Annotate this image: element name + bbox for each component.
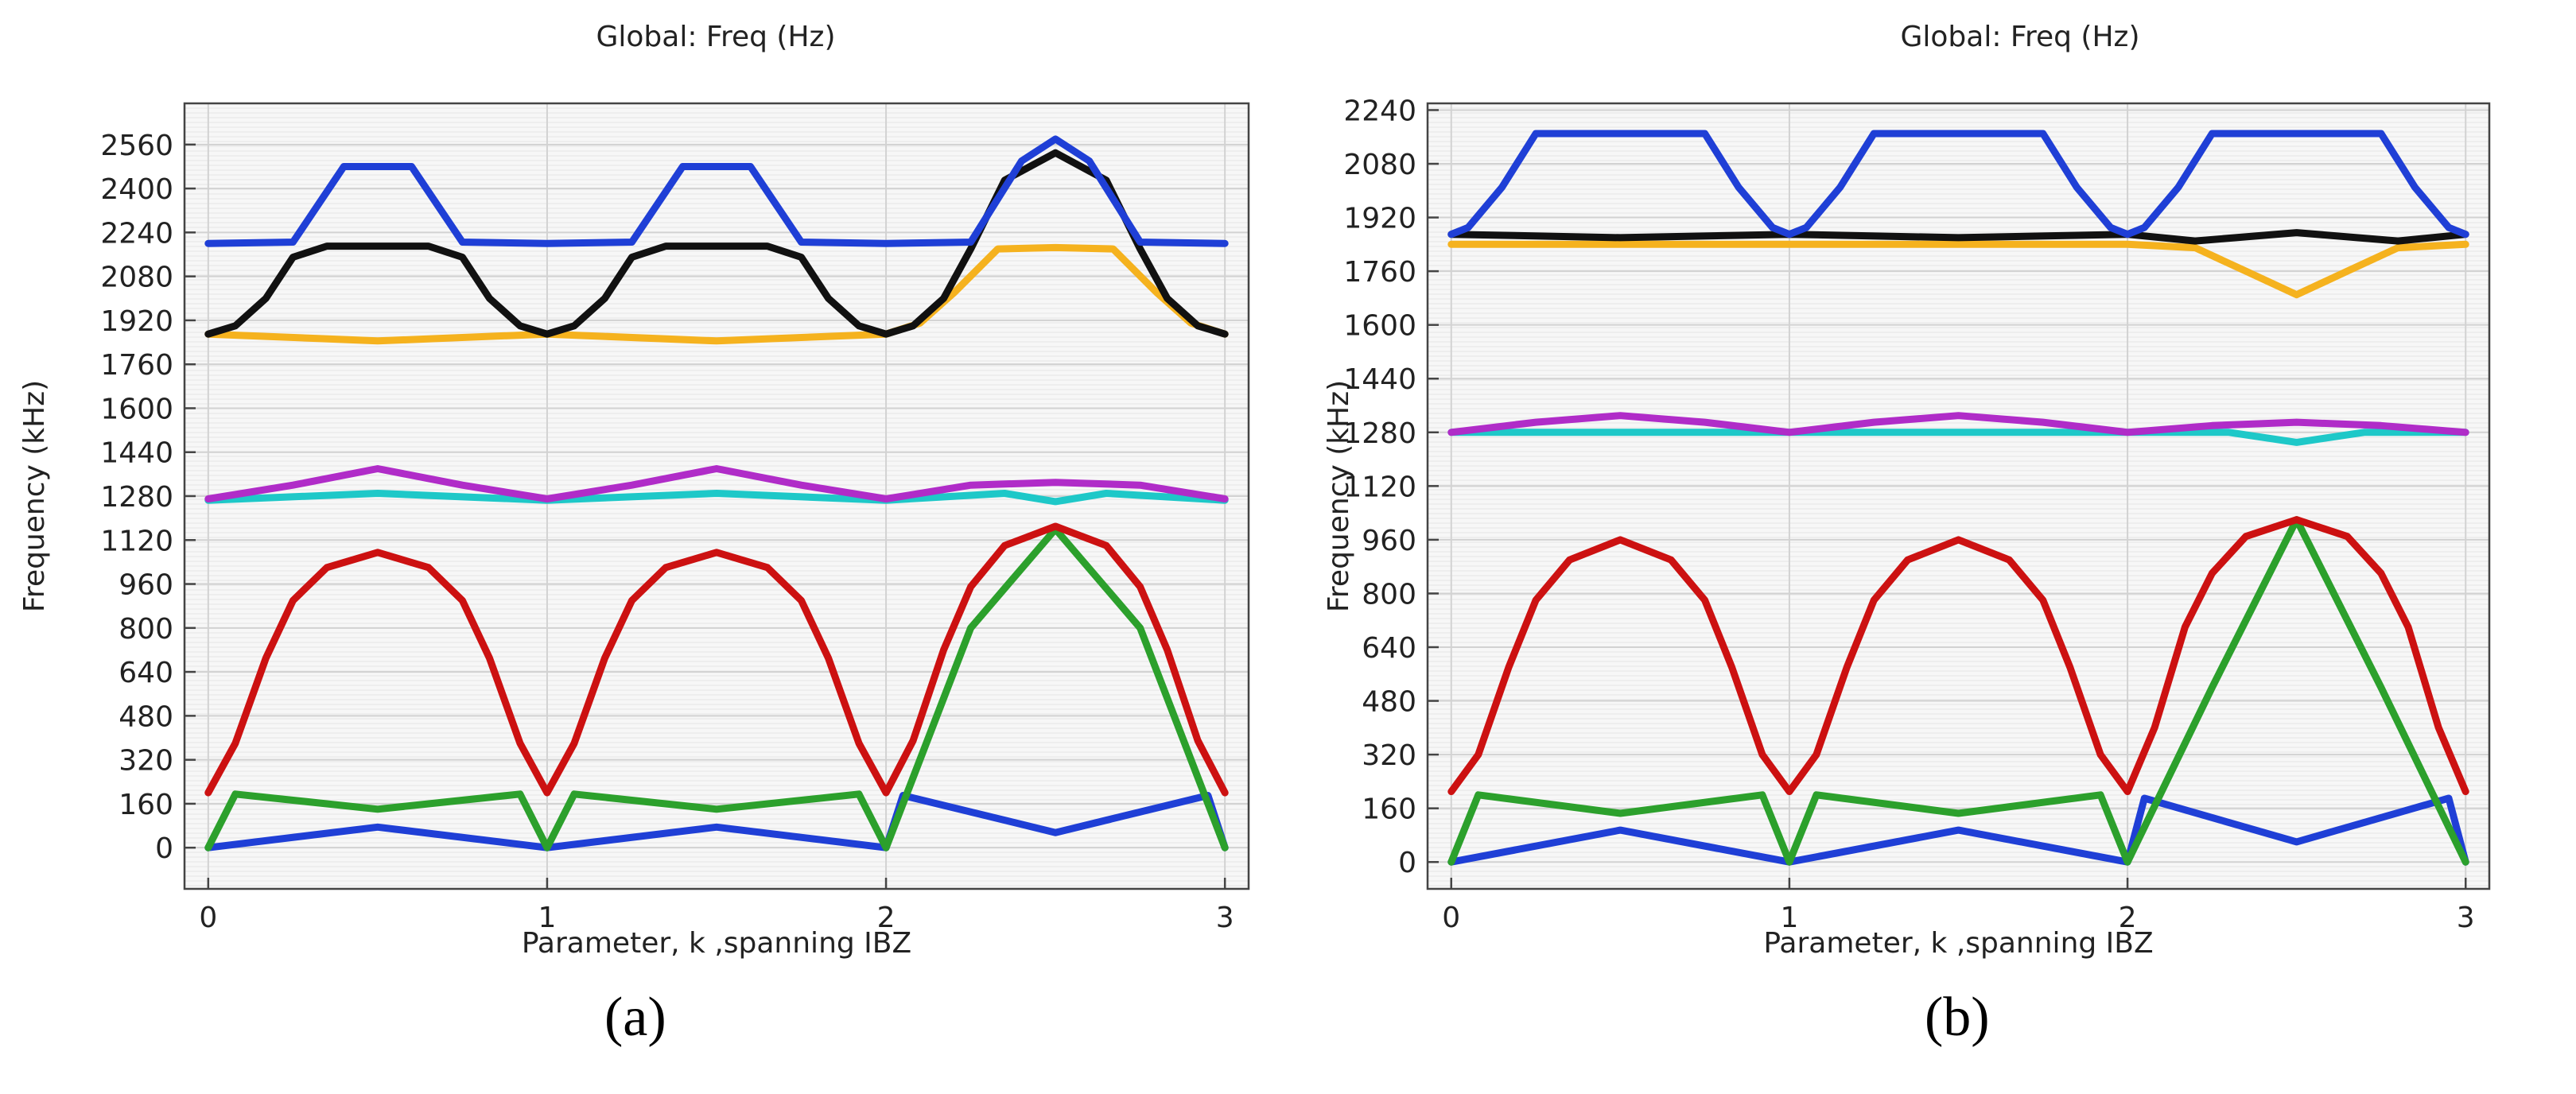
chart-title: Global: Freq (Hz) (596, 21, 835, 53)
panel-label-b: (b) (1925, 987, 1990, 1048)
y-tick-label: 1760 (1343, 256, 1416, 289)
chart-title: Global: Freq (Hz) (1900, 21, 2139, 53)
x-tick-label: 3 (1216, 902, 1234, 934)
y-tick-label: 1440 (100, 437, 173, 470)
plot-hatch (185, 107, 1249, 886)
y-tick-label: 1920 (1343, 203, 1416, 235)
series-line-7 (204, 149, 1229, 338)
x-tick-label: 0 (199, 902, 217, 934)
series-line-5 (204, 465, 1229, 502)
series-line-8 (204, 135, 1229, 247)
y-tick-label: 960 (1362, 525, 1416, 557)
y-tick-label: 0 (1398, 847, 1416, 879)
y-tick-label: 1120 (100, 525, 173, 557)
y-tick-label: 2400 (100, 173, 173, 206)
y-tick-label: 0 (155, 832, 173, 865)
y-tick-label: 1440 (1343, 363, 1416, 396)
y-tick-label: 800 (1362, 578, 1416, 611)
series-line-6 (1447, 240, 2469, 299)
panel-label-a: (a) (604, 987, 666, 1048)
y-tick-label: 1600 (1343, 310, 1416, 343)
y-tick-label: 480 (119, 700, 173, 733)
plot-frame (1426, 102, 2491, 890)
x-tick-label: 2 (2119, 902, 2137, 934)
y-tick-label: 320 (119, 745, 173, 778)
series-line-3 (1447, 516, 2469, 796)
y-tick-label: 1760 (100, 349, 173, 382)
x-tick-label: 0 (1442, 902, 1460, 934)
y-tick-label: 1280 (100, 481, 173, 514)
y-tick-label: 480 (1362, 686, 1416, 719)
y-tick-label: 1280 (1343, 417, 1416, 450)
series-line-5 (1447, 412, 2469, 436)
y-tick-label: 160 (1362, 793, 1416, 826)
y-tick-label: 2080 (1343, 149, 1416, 181)
x-tick-label: 2 (877, 902, 896, 934)
x-axis-label: Parameter, k ,spanning IBZ (522, 927, 911, 960)
x-axis-label: Parameter, k ,spanning IBZ (1763, 927, 2153, 960)
series-line-3 (204, 522, 1229, 797)
y-tick-label: 160 (119, 789, 173, 821)
y-tick-label: 320 (1362, 739, 1416, 772)
y-tick-label: 1600 (100, 393, 173, 425)
y-tick-label: 2240 (1343, 95, 1416, 127)
y-tick-label: 2240 (100, 217, 173, 250)
x-tick-label: 1 (1780, 902, 1798, 934)
y-tick-label: 800 (119, 613, 173, 646)
chart-b: 0160320480640800960112012801440160017601… (1323, 21, 2491, 960)
y-tick-label: 1920 (100, 305, 173, 338)
y-tick-label: 960 (119, 569, 173, 602)
y-axis-label: Frequency (kHz) (18, 380, 51, 612)
y-tick-label: 640 (1362, 632, 1416, 665)
x-tick-label: 3 (2457, 902, 2475, 934)
series-line-8 (1447, 130, 2469, 239)
y-axis-label: Frequency (kHz) (1323, 380, 1355, 612)
chart-a: 0160320480640800960112012801440160017601… (18, 21, 1250, 960)
y-tick-label: 2560 (100, 130, 173, 162)
x-tick-label: 1 (538, 902, 556, 934)
y-tick-label: 640 (119, 657, 173, 689)
y-tick-label: 1120 (1343, 471, 1416, 503)
y-tick-label: 2080 (100, 262, 173, 294)
